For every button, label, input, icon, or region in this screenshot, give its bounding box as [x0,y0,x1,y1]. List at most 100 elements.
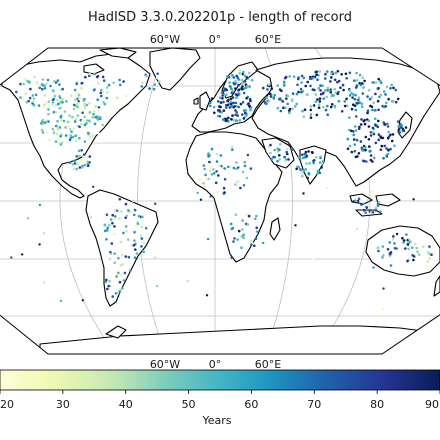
station-point [379,135,382,138]
station-point [412,258,415,262]
station-point [276,106,280,110]
station-point [80,149,83,152]
station-point [357,98,360,102]
station-point [56,139,60,142]
station-point [105,229,109,232]
station-point [378,95,381,99]
station-point [354,108,358,112]
station-point [47,112,50,116]
station-point [355,79,359,82]
station-point [101,90,104,93]
station-point [362,159,366,163]
station-point [357,152,361,155]
indonesia [349,193,401,217]
station-point [324,72,327,76]
station-point [333,104,337,108]
station-point [222,186,226,190]
station-point [60,98,64,101]
station-point [235,104,238,108]
station-point [14,90,18,94]
station-point [41,87,44,91]
station-point [94,115,97,119]
station-point [103,102,107,106]
station-point [388,241,392,244]
station-point [225,103,228,107]
station-point [41,122,45,125]
station-point [428,245,431,248]
station-point [255,214,258,218]
station-point [234,213,238,216]
station-point [236,94,239,97]
station-point [385,85,389,88]
station-point [237,105,240,109]
station-point [357,197,361,201]
station-point [234,87,237,90]
british-isles [193,91,211,111]
station-point [221,97,224,100]
station-point [108,223,111,227]
station-point [141,81,144,84]
station-point [88,110,92,114]
station-point [231,114,234,117]
station-point [329,88,333,91]
station-point [144,226,148,230]
station-point [113,252,116,255]
station-point [45,82,48,85]
station-point [361,76,365,80]
station-point [373,109,377,112]
station-point [386,248,390,251]
station-point [305,162,308,166]
station-point [72,103,76,107]
station-point [245,176,249,180]
station-point [218,114,222,118]
station-point [74,118,78,121]
station-point [130,210,134,214]
station-point [391,237,395,241]
station-point [366,109,370,112]
station-point [242,91,246,95]
station-point [207,152,210,155]
station-point [225,106,228,109]
station-point [203,184,207,188]
station-point [359,83,363,87]
globe-outline [0,47,440,355]
station-point [299,87,303,91]
station-point [43,84,46,87]
station-point [359,140,363,143]
station-point [223,167,227,170]
station-point [313,159,316,162]
station-point [348,71,352,75]
station-point [88,137,91,140]
station-point [103,229,107,233]
station-point [228,106,232,109]
station-point [374,81,378,84]
station-point [396,97,400,101]
station-point [102,101,105,104]
station-point [253,244,256,247]
station-point [302,76,306,80]
station-point [300,81,303,84]
station-point [78,136,81,140]
station-point [98,116,102,119]
station-point [341,83,345,87]
station-point [355,71,358,75]
station-point [229,222,233,226]
station-point [374,208,378,212]
station-point [51,102,55,106]
station-point [208,154,211,157]
station-point [350,150,354,154]
station-point [363,122,367,126]
station-point [107,83,111,87]
station-point [217,100,220,103]
station-point [43,281,46,284]
station-point [122,231,125,235]
station-point [265,96,268,99]
station-point [33,75,36,79]
station-point [111,213,114,217]
station-point [358,101,361,104]
label-0-top: 0° [209,33,222,46]
station-point [236,81,240,85]
station-point [88,102,91,105]
station-point [118,83,122,87]
station-point [225,93,228,97]
